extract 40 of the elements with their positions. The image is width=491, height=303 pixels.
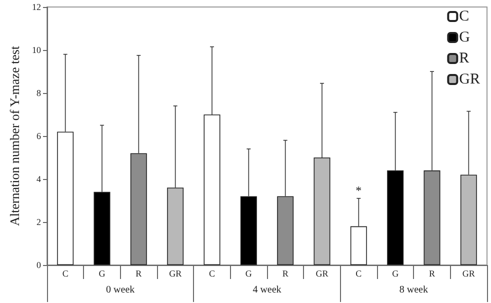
x-tick-label: 8 week (399, 284, 428, 296)
text: R (428, 268, 436, 278)
text: R (282, 268, 288, 278)
bar (204, 114, 220, 265)
x-tick-label: 4 week (252, 284, 282, 296)
legend-label: GR (459, 72, 480, 88)
bar (277, 196, 294, 265)
bar (130, 153, 147, 265)
y-tick-label: 2 (36, 217, 41, 227)
bar (57, 132, 74, 265)
bar (94, 192, 110, 265)
bar (350, 226, 367, 265)
legend-label: R (459, 50, 470, 66)
y-tick-label: 12 (32, 2, 41, 12)
text: GR (462, 268, 475, 278)
bar (460, 174, 477, 265)
text: G (245, 268, 252, 278)
data-label: * (356, 183, 362, 198)
text: C (208, 268, 216, 278)
text: C (356, 268, 362, 278)
text: G (98, 268, 106, 278)
legend-label: C (459, 8, 470, 24)
bar (314, 158, 330, 265)
y-tick-label: 10 (32, 45, 42, 55)
bar (424, 170, 440, 265)
x-tick-label: 0 week (106, 284, 135, 296)
text: R (136, 268, 142, 278)
text: C (62, 268, 68, 278)
y-tick-label: 4 (36, 174, 42, 184)
y-axis-title: Alternation number of Y-maze test (7, 46, 22, 226)
y-tick-label: 6 (36, 131, 42, 141)
y-tick-label: 0 (36, 260, 42, 270)
bar (167, 188, 184, 265)
text: G (392, 268, 399, 278)
bar (387, 170, 404, 265)
text: GR (169, 268, 182, 278)
text: GR (316, 268, 328, 278)
y-tick-label: 8 (36, 88, 42, 98)
bar (240, 196, 257, 265)
legend-label: G (459, 30, 470, 46)
